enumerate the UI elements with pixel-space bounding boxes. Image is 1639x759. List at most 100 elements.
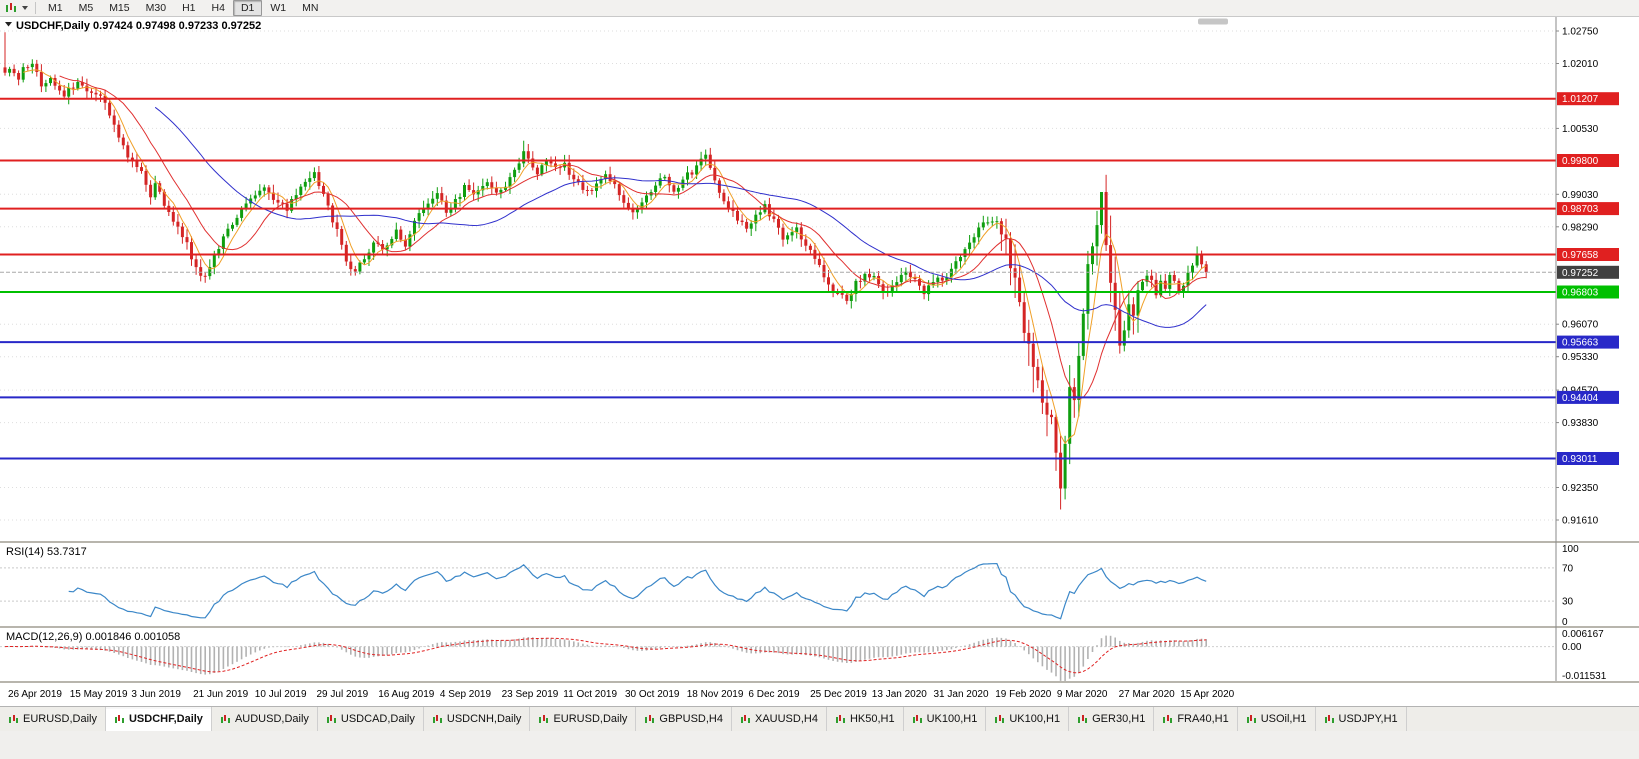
mini-chart-icon xyxy=(431,713,443,725)
mini-chart-icon xyxy=(1245,713,1257,725)
price-level-badge-label: 1.01207 xyxy=(1562,94,1599,105)
tab-usdchf-daily[interactable]: USDCHF,Daily xyxy=(105,707,212,731)
mini-chart-icon xyxy=(325,713,337,725)
timeframe-toolbar: M1 M5 M15 M30 H1 H4 D1 W1 MN xyxy=(0,0,1639,17)
mini-chart-icon xyxy=(8,713,19,725)
price-level-badge-label: 0.96803 xyxy=(1562,288,1599,299)
price-axis[interactable]: 1.02750 1.02010 1.00530 0.99030 0.98290 0.960… xyxy=(1556,27,1619,683)
date-axis-label: 25 Dec 2019 xyxy=(810,689,867,700)
price-level-badge xyxy=(1557,285,1619,299)
timeframe-button-h4[interactable]: H4 xyxy=(211,2,225,14)
tab-label: XAUUSD,H4 xyxy=(754,713,818,725)
chart-horizontal-scrollbar[interactable] xyxy=(1198,18,1228,25)
date-axis-label: 6 Dec 2019 xyxy=(748,689,800,700)
moving-average-34-line xyxy=(154,106,1207,328)
price-tick-label: 0.96070 xyxy=(1562,320,1599,331)
tab-uk100-h1[interactable]: UK100,H1 xyxy=(903,707,987,731)
tab-xauusd-h4[interactable]: XAUUSD,H4 xyxy=(731,707,827,731)
chart-canvas[interactable]: 1.02750 1.02010 1.00530 0.99030 0.98290 0.960… xyxy=(0,17,1639,706)
timeframe-button-m15[interactable]: M15 xyxy=(109,2,130,14)
mini-chart-icon xyxy=(1077,713,1089,725)
status-bar xyxy=(0,731,1639,759)
timeframe-button-h1[interactable]: H1 xyxy=(182,2,196,14)
mini-chart-icon xyxy=(739,713,751,725)
chart-background xyxy=(0,17,1639,706)
date-axis-label: 27 Mar 2020 xyxy=(1119,689,1176,700)
tab-label: AUDUSD,Daily xyxy=(234,713,309,725)
date-axis-label: 4 Sep 2019 xyxy=(440,689,492,700)
tab-label: EURUSD,Daily xyxy=(553,713,628,725)
date-axis-label: 21 Jun 2019 xyxy=(193,689,248,700)
timeframe-button-m30[interactable]: M30 xyxy=(145,2,167,14)
symbol-dropdown-icon[interactable] xyxy=(5,22,12,27)
timeframe-button-m5[interactable]: M5 xyxy=(78,2,94,14)
timeframe-button-mn[interactable]: MN xyxy=(302,2,319,14)
timeframe-button-d1[interactable]: D1 xyxy=(232,0,263,16)
tab-uk100-h1[interactable]: UK100,H1 xyxy=(986,707,1070,731)
tab-ger30-h1[interactable]: GER30,H1 xyxy=(1069,707,1155,731)
price-tick-label: 0.92350 xyxy=(1562,483,1599,494)
date-axis-label: 26 Apr 2019 xyxy=(8,689,62,700)
tab-fra40-h1[interactable]: FRA40,H1 xyxy=(1154,707,1238,731)
macd-histogram xyxy=(8,635,1207,681)
tab-label: USDCNH,Daily xyxy=(446,713,522,725)
tab-usdcad-daily[interactable]: USDCAD,Daily xyxy=(317,707,424,731)
date-axis-label: 19 Feb 2020 xyxy=(995,689,1052,700)
date-axis-label: 11 Oct 2019 xyxy=(563,689,617,700)
date-axis-label: 15 Apr 2020 xyxy=(1180,689,1234,700)
price-tick-label: 0.93830 xyxy=(1562,418,1599,429)
tab-usoil-h1[interactable]: USOil,H1 xyxy=(1237,707,1316,731)
candlestick-chart-icon[interactable] xyxy=(5,2,17,14)
date-axis-label: 18 Nov 2019 xyxy=(687,689,744,700)
date-axis-label: 16 Aug 2019 xyxy=(378,689,435,700)
date-axis-label: 23 Sep 2019 xyxy=(502,689,559,700)
timeframe-button-m1[interactable]: M1 xyxy=(48,2,63,14)
mini-chart-icon xyxy=(1323,713,1335,725)
mini-chart-icon xyxy=(219,713,231,725)
tab-audusd-daily[interactable]: AUDUSD,Daily xyxy=(211,707,318,731)
horizontal-level-lines[interactable] xyxy=(0,97,1556,460)
mini-chart-icon xyxy=(834,713,846,725)
price-level-badge-label: 0.98703 xyxy=(1562,204,1599,215)
price-level-badge-label: 0.93011 xyxy=(1562,454,1598,465)
date-axis-label: 29 Jul 2019 xyxy=(317,689,369,700)
date-axis-label: 30 Oct 2019 xyxy=(625,689,680,700)
macd-axis-label: 0.006167 xyxy=(1562,629,1604,640)
toolbar-separator xyxy=(35,2,36,14)
mini-chart-icon xyxy=(994,713,1006,725)
tab-hk50-h1[interactable]: HK50,H1 xyxy=(826,707,904,731)
tab-label: HK50,H1 xyxy=(849,713,895,725)
current-price-badge xyxy=(1557,265,1619,279)
macd-signal-line xyxy=(4,637,1207,674)
price-tick-label: 1.00530 xyxy=(1562,124,1599,135)
pane-divider[interactable] xyxy=(0,541,1639,543)
pane-divider[interactable] xyxy=(0,681,1639,683)
tab-eurusd-daily[interactable]: EURUSD,Daily xyxy=(530,707,637,731)
timeframe-button-w1[interactable]: W1 xyxy=(270,2,287,14)
tab-label: EURUSD,Daily xyxy=(23,713,97,725)
price-level-badge-label: 0.97658 xyxy=(1562,250,1599,261)
chart-tabs: EURUSD,Daily USDCHF,Daily AUDUSD,Daily USDC… xyxy=(0,706,1639,731)
price-level-badge xyxy=(1557,202,1619,216)
price-level-badge-label: 0.95663 xyxy=(1562,338,1599,349)
tab-usdjpy-h1[interactable]: USDJPY,H1 xyxy=(1315,707,1407,731)
date-axis-label: 3 Jun 2019 xyxy=(131,689,181,700)
mini-chart-icon xyxy=(911,713,923,725)
date-axis-label: 31 Jan 2020 xyxy=(934,689,989,700)
rsi-axis-label: 70 xyxy=(1562,563,1574,574)
price-level-badge xyxy=(1557,248,1619,261)
tab-label: USDCAD,Daily xyxy=(340,713,415,725)
macd-axis-label: 0.00 xyxy=(1562,642,1582,653)
tab-usdcnh-daily[interactable]: USDCNH,Daily xyxy=(423,707,531,731)
date-axis-label: 15 May 2019 xyxy=(70,689,128,700)
price-level-badge xyxy=(1557,452,1619,465)
dropdown-caret-icon[interactable] xyxy=(22,6,28,10)
pane-divider[interactable] xyxy=(0,626,1639,628)
current-price-badge-label: 0.97252 xyxy=(1562,268,1599,279)
macd-pane-label: MACD(12,26,9) 0.001846 0.001058 xyxy=(6,631,180,643)
tab-gbpusd-h4[interactable]: GBPUSD,H4 xyxy=(636,707,732,731)
tab-eurusd-daily[interactable]: EURUSD,Daily xyxy=(0,707,106,731)
tab-label: FRA40,H1 xyxy=(1177,713,1229,725)
chart-ohlc-header: USDCHF,Daily 0.97424 0.97498 0.97233 0.9… xyxy=(16,20,261,32)
